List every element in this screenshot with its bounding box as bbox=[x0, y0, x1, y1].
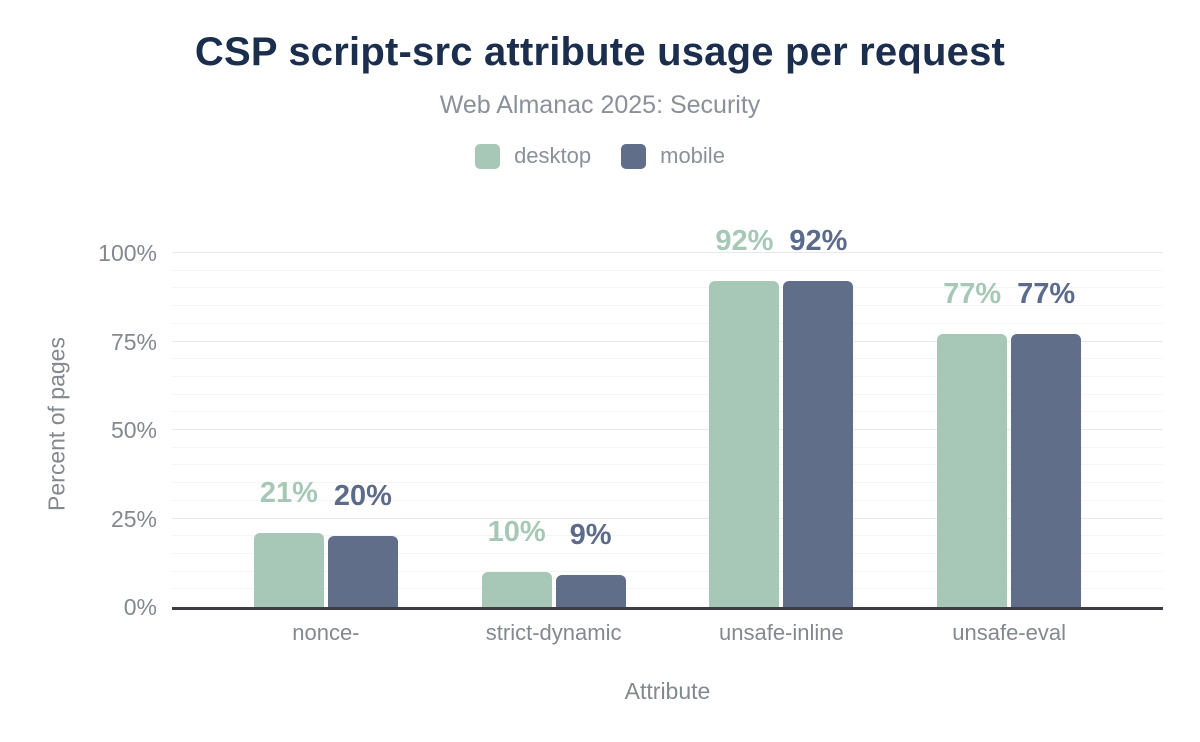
x-tick-strict-dynamic: strict-dynamic bbox=[485, 620, 622, 645]
category-group-nonce-: 21% 20% bbox=[212, 253, 440, 607]
x-tick-unsafe-inline: unsafe-inline bbox=[719, 620, 844, 645]
gridline-minor-60 bbox=[172, 393, 1163, 395]
gridline-major-25 bbox=[172, 517, 1163, 519]
y-tick-25%: 25% bbox=[110, 505, 157, 532]
gridline-minor-90 bbox=[172, 287, 1163, 289]
y-axis-ticks: 0% 25% 50% 75% 100% bbox=[0, 0, 160, 742]
chart-subtitle: Web Almanac 2025: Security bbox=[439, 91, 761, 119]
legend-label-desktop: desktop bbox=[514, 143, 592, 168]
gridline-minor-55 bbox=[172, 411, 1163, 413]
bar-desktop-nonce-: 21% bbox=[253, 478, 324, 607]
y-tick-100%: 100% bbox=[98, 240, 157, 266]
legend-swatch-mobile bbox=[621, 143, 647, 169]
gridline-minor-15 bbox=[172, 552, 1163, 554]
gridline-minor-10 bbox=[172, 570, 1163, 572]
bar-mobile-strict-dynamic: 9% bbox=[555, 521, 626, 607]
x-axis-title: Attribute bbox=[624, 678, 711, 704]
bar-desktop-unsafe-eval: 77% bbox=[937, 280, 1008, 607]
gridline-minor-35 bbox=[172, 482, 1163, 484]
bar-mobile-unsafe-eval: 77% bbox=[1011, 280, 1082, 607]
gridline-minor-5 bbox=[172, 588, 1163, 590]
y-tick-75%: 75% bbox=[110, 328, 157, 355]
y-tick-50%: 50% bbox=[110, 417, 157, 443]
gridline-minor-30 bbox=[172, 499, 1163, 501]
bars-row: 21% 20% 10% 9% 92% 92% 77% 77% bbox=[172, 227, 1163, 607]
gridline-major-50 bbox=[172, 429, 1163, 430]
gridline-minor-80 bbox=[172, 322, 1163, 324]
gridline-minor-45 bbox=[172, 446, 1163, 448]
legend-item-mobile[interactable]: mobile bbox=[621, 143, 725, 169]
bar-label-mobile-unsafe-inline: 92% bbox=[789, 225, 848, 258]
bar-mobile-nonce-: 20% bbox=[327, 482, 398, 607]
bar-label-mobile-strict-dynamic: 9% bbox=[569, 519, 612, 552]
gridline-minor-70 bbox=[172, 358, 1163, 360]
bar-label-desktop-unsafe-eval: 77% bbox=[943, 278, 1002, 311]
x-tick-unsafe-eval: unsafe-eval bbox=[952, 620, 1066, 645]
bar-label-mobile-unsafe-eval: 77% bbox=[1017, 278, 1076, 311]
x-tick-nonce-: nonce- bbox=[292, 620, 360, 645]
category-group-unsafe-inline: 92% 92% bbox=[668, 227, 896, 607]
gridline-minor-95 bbox=[172, 269, 1163, 271]
x-axis-ticks: nonce-strict-dynamic unsafe-inline unsafe-… bbox=[172, 620, 1163, 646]
legend-swatch-desktop bbox=[475, 143, 501, 169]
gridline-minor-65 bbox=[172, 375, 1163, 377]
bar-mobile-unsafe-inline: 92% bbox=[783, 227, 854, 607]
bar-label-desktop-nonce-: 21% bbox=[259, 476, 318, 509]
chart-title: CSP script-src attribute usage per reque… bbox=[194, 30, 1006, 74]
legend-label-mobile: mobile bbox=[660, 143, 725, 168]
bar-desktop-strict-dynamic: 10% bbox=[481, 517, 552, 607]
bar-label-mobile-nonce-: 20% bbox=[333, 480, 392, 513]
gridline-minor-40 bbox=[172, 464, 1163, 466]
legend-item-desktop[interactable]: desktop bbox=[475, 143, 591, 169]
bar-label-desktop-strict-dynamic: 10% bbox=[487, 515, 546, 548]
legend: desktop mobile bbox=[0, 142, 1200, 170]
bar-desktop-unsafe-inline: 92% bbox=[709, 227, 780, 607]
y-tick-0%: 0% bbox=[123, 594, 157, 620]
gridline-minor-85 bbox=[172, 305, 1163, 307]
bar-label-desktop-unsafe-inline: 92% bbox=[715, 225, 774, 258]
gridline-major-100 bbox=[172, 252, 1163, 253]
plot-area: 21% 20% 10% 9% 92% 92% 77% 77% bbox=[172, 227, 1163, 610]
category-group-strict-dynamic: 10% 9% bbox=[440, 253, 668, 607]
gridline-major-75 bbox=[172, 340, 1163, 342]
x-axis-line bbox=[172, 607, 1163, 610]
category-group-unsafe-eval: 77% 77% bbox=[895, 253, 1123, 607]
gridline-minor-20 bbox=[172, 535, 1163, 537]
